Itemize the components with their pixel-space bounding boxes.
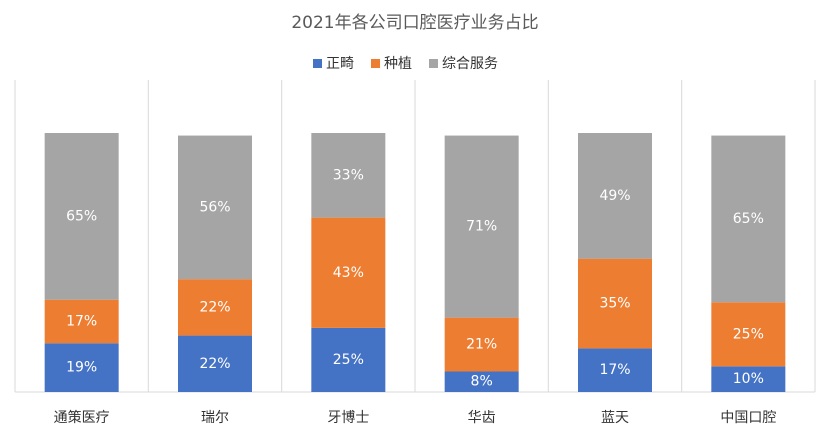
- x-tick-label: 中国口腔: [720, 410, 776, 426]
- legend-swatch: [371, 59, 380, 68]
- value-label: 22%: [199, 356, 230, 372]
- value-label: 21%: [466, 337, 497, 353]
- value-label: 19%: [66, 360, 97, 376]
- legend-label: 种植: [384, 56, 412, 72]
- bar-segment: [44, 343, 119, 392]
- bar-segment: [311, 327, 386, 392]
- value-label: 43%: [333, 265, 364, 281]
- bar-segment: [711, 135, 786, 303]
- value-label: 49%: [599, 188, 630, 204]
- value-label: 22%: [199, 299, 230, 315]
- value-label: 8%: [471, 374, 493, 390]
- bar-segment: [444, 317, 519, 372]
- bar-segment: [178, 335, 252, 392]
- value-label: 33%: [333, 167, 364, 183]
- bar-segment: [711, 366, 786, 392]
- bar-segment: [178, 135, 252, 280]
- bar-segment: [444, 135, 519, 318]
- bar-segment: [311, 133, 386, 218]
- value-label: 17%: [66, 313, 97, 329]
- bar-segment: [44, 299, 119, 344]
- x-tick-label: 通策医疗: [54, 409, 110, 426]
- value-label: 17%: [599, 362, 630, 378]
- x-tick-label: 华齿: [468, 410, 496, 426]
- legend-swatch: [429, 59, 438, 68]
- value-label: 35%: [599, 296, 630, 312]
- x-tick-label: 瑞尔: [201, 410, 229, 426]
- bar-segment: [711, 302, 786, 367]
- legend-label: 综合服务: [442, 56, 498, 72]
- legend-swatch: [313, 59, 322, 68]
- value-label: 25%: [333, 352, 364, 368]
- value-label: 65%: [66, 208, 97, 224]
- bar-segment: [444, 371, 519, 392]
- bar-segment: [578, 258, 652, 349]
- x-tick-label: 蓝天: [601, 410, 629, 426]
- bar-segment: [578, 348, 652, 392]
- value-label: 25%: [733, 326, 764, 342]
- x-tick-label: 牙博士: [327, 409, 369, 426]
- legend: 正畸 种植 综合服务: [313, 56, 498, 72]
- bar-segment: [178, 279, 252, 336]
- bar-segment: [44, 133, 119, 300]
- bar-segment: [578, 133, 652, 259]
- value-label: 10%: [733, 371, 764, 387]
- value-label: 65%: [733, 211, 764, 227]
- bar-segment: [311, 217, 386, 328]
- value-label: 71%: [466, 219, 497, 235]
- chart-title: 2021年各公司口腔医疗业务占比: [291, 13, 538, 33]
- value-label: 56%: [199, 199, 230, 215]
- legend-label: 正畸: [326, 56, 354, 72]
